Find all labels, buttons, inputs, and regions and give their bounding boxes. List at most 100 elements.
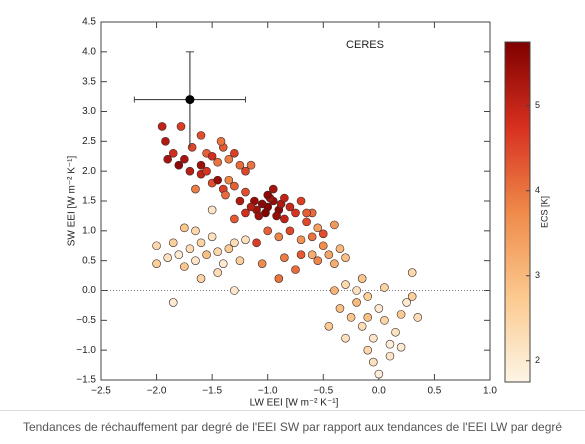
data-point [241,235,250,245]
data-point [241,187,250,197]
data-point [363,345,373,355]
data-point [230,238,239,248]
data-point [363,313,373,322]
y-tick-label: 3.5 [82,76,96,87]
data-point [296,196,306,206]
data-point [341,333,350,343]
data-point [235,196,245,206]
x-tick-label: −0.5 [313,386,333,397]
data-point [335,244,345,254]
data-point [168,298,178,307]
data-point [363,292,373,301]
data-point [230,286,239,295]
data-point [380,316,389,325]
colorbar-tick-label: 3 [535,270,540,280]
y-tick-label: −1.5 [76,375,96,386]
y-tick-label: 1.0 [82,225,96,236]
data-point [274,232,284,242]
data-point [230,148,239,158]
data-point [385,351,395,361]
data-point [296,250,306,259]
data-point [407,268,417,277]
data-point [330,286,339,295]
chart: CERES LW EEI [W m⁻² K⁻¹] SW EEI [W m⁻² K… [67,17,550,409]
x-tick-label: −2.5 [91,386,111,397]
x-tick-label: −1.0 [258,386,278,397]
data-point [352,286,361,295]
data-point [307,250,317,259]
colorbar [504,41,531,383]
y-tick-label: 0.5 [82,255,96,266]
data-point [161,137,170,146]
x-tick-label: 1.0 [483,386,497,397]
data-point [268,184,278,194]
data-point [263,190,273,200]
data-point [318,229,328,239]
data-point [402,298,411,307]
data-point [221,190,230,200]
data-point [216,137,226,146]
data-point [380,283,389,292]
data-point [346,313,356,322]
data-point [180,154,189,164]
data-point [302,217,311,227]
data-point [235,160,245,170]
x-tick-label: −2.0 [147,386,167,397]
data-point [274,274,284,283]
data-point [357,274,367,283]
y-tick-label: 3.0 [82,106,96,117]
x-tick-label: −1.5 [202,386,222,397]
data-point [324,250,334,259]
data-point [285,226,295,236]
data-point [207,205,217,215]
data-point [207,151,217,161]
plot-frame [100,21,491,381]
data-point [196,238,206,248]
data-point [413,313,423,322]
colorbar-tick-label: 5 [535,100,540,110]
data-point [313,223,323,233]
data-point [368,333,378,343]
data-point [230,214,239,224]
data-point [174,250,184,259]
data-point [324,321,334,331]
x-tick-label: 0.5 [427,386,441,397]
data-point [330,220,339,230]
data-point [174,160,184,170]
data-point [196,160,206,170]
data-point [330,259,339,268]
data-point [202,166,211,176]
data-point [157,122,167,131]
data-point [263,226,273,236]
caption: Tendances de réchauffement par degré de … [0,410,585,444]
data-point [196,131,206,140]
highlight-point [185,95,195,105]
y-tick-label: −1.0 [76,345,96,356]
data-point [213,268,222,277]
y-tick-label: 4.0 [82,46,96,57]
data-point [230,181,239,191]
y-tick-label: 2.0 [82,166,96,177]
data-point [280,214,289,224]
data-point [291,265,300,274]
data-point [257,259,267,268]
colorbar-tick-label: 4 [535,185,540,195]
data-point [224,244,234,254]
data-point [163,253,172,262]
data-point [291,208,300,218]
data-point [213,175,222,185]
data-point [396,342,406,352]
data-point [163,154,172,164]
data-point [152,241,161,251]
data-point [391,327,400,337]
colorbar-tick-label: 2 [535,355,540,365]
data-point [168,148,178,158]
data-point [272,211,281,221]
data-point [341,280,350,289]
data-point [185,166,195,176]
data-point [313,256,323,265]
data-point [224,154,234,164]
data-point [241,208,250,218]
data-point [241,166,250,176]
data-point [280,253,289,262]
